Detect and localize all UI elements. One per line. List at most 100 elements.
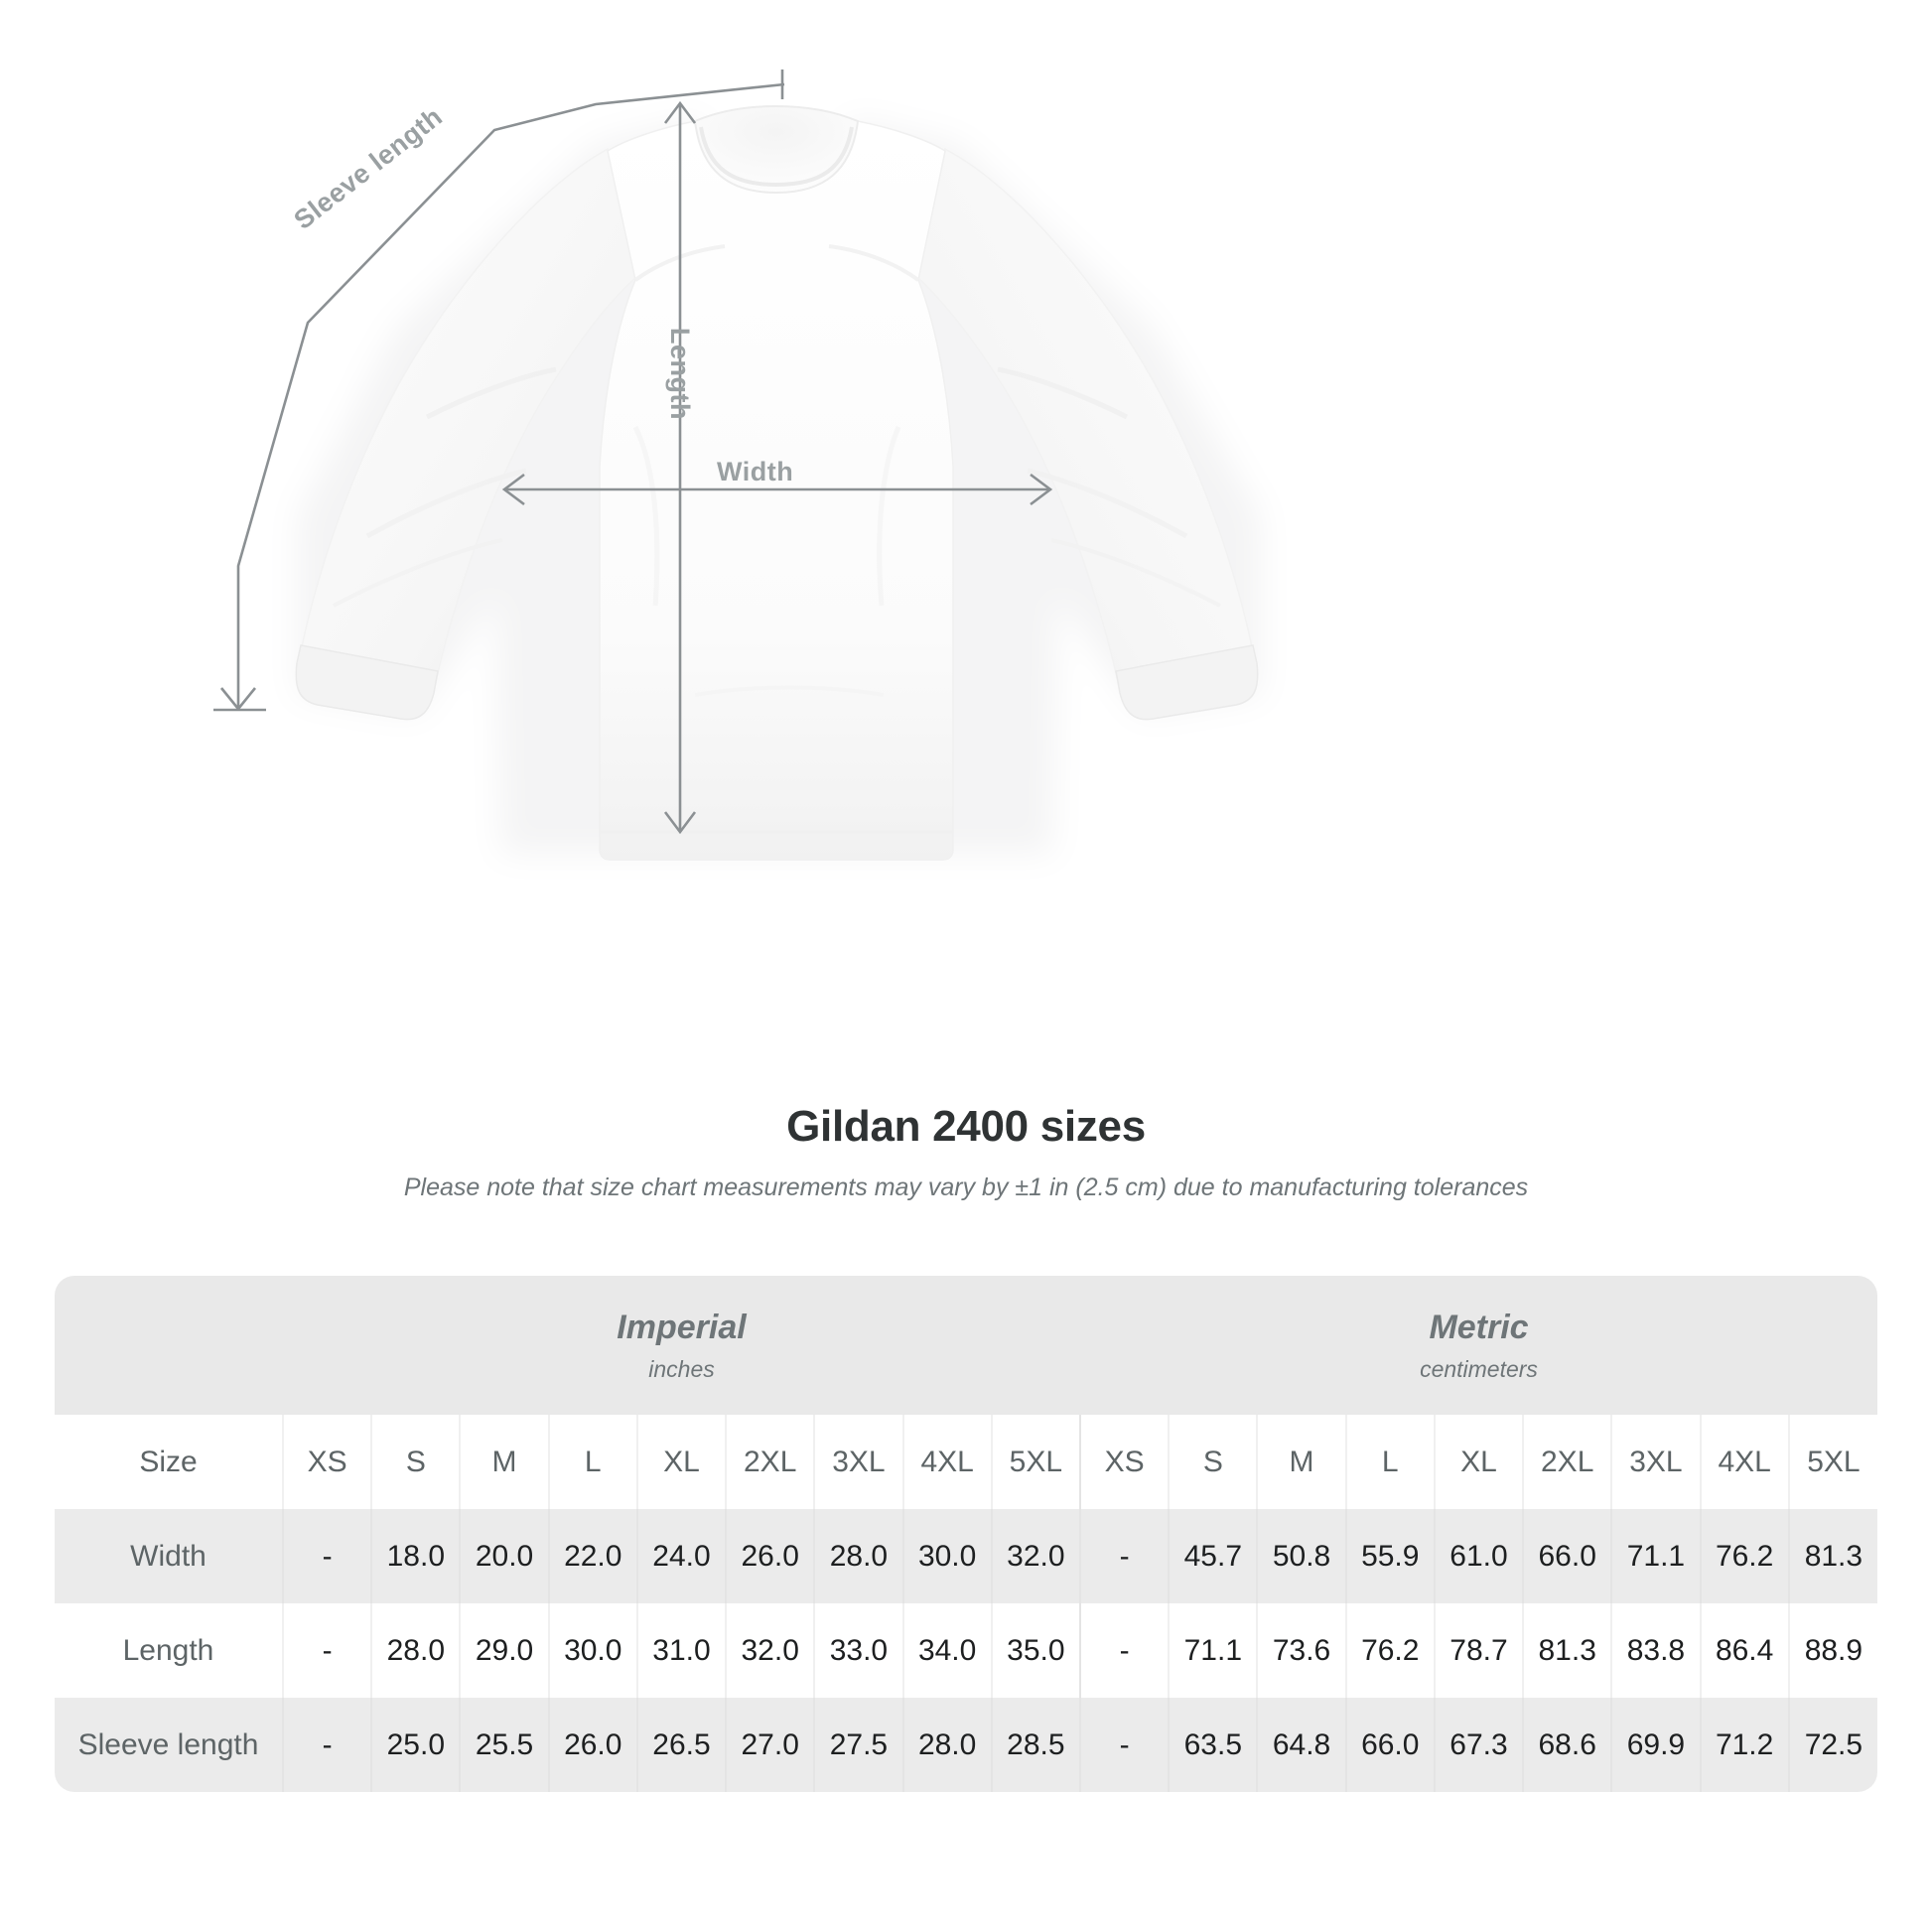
table-cell: 27.0 (725, 1698, 815, 1792)
table-cell: 88.9 (1787, 1603, 1878, 1698)
table-cell: 63.5 (1168, 1698, 1258, 1792)
table-cell: - (281, 1698, 372, 1792)
table-cell: 20.0 (459, 1509, 549, 1603)
table-cell: 32.0 (990, 1509, 1080, 1603)
table-row: Length -28.0 29.0 30.0 31.0 32.0 33.0 34.0 35.0-… (55, 1603, 1878, 1698)
size-header-cell: 3XL (1610, 1415, 1701, 1509)
table-cell: 28.0 (813, 1509, 903, 1603)
page-subtitle: Please note that size chart measurements… (403, 1173, 1529, 1201)
table-cell: 55.9 (1344, 1509, 1435, 1603)
size-header-cell: L (1344, 1415, 1435, 1509)
size-header-cell: M (1256, 1415, 1346, 1509)
size-header-cell: 2XL (1522, 1415, 1612, 1509)
table-cell: 34.0 (901, 1603, 992, 1698)
size-header-cell: 4XL (901, 1415, 992, 1509)
size-header-cell: XS (1078, 1415, 1170, 1509)
table-cell: 29.0 (459, 1603, 549, 1698)
unit-header-row: Imperial inches Metric centimeters (55, 1276, 1878, 1415)
collar (693, 104, 860, 195)
table-cell: 86.4 (1699, 1603, 1789, 1698)
table-cell: 45.7 (1168, 1509, 1258, 1603)
table-cell: 81.3 (1787, 1509, 1878, 1603)
table-cell: 32.0 (725, 1603, 815, 1698)
table-cell: 28.0 (370, 1603, 461, 1698)
table-cell: 78.7 (1433, 1603, 1524, 1698)
size-header-cell: XL (635, 1415, 727, 1509)
page-title: Gildan 2400 sizes (786, 1102, 1146, 1151)
table-cell: 25.0 (370, 1698, 461, 1792)
row-label: Length (55, 1603, 283, 1698)
size-header-cell: XL (1433, 1415, 1524, 1509)
sleeve-length-dimension (213, 69, 785, 712)
length-label: Length (665, 328, 695, 420)
table-cell: 71.1 (1168, 1603, 1258, 1698)
size-header-cell: 5XL (1787, 1415, 1878, 1509)
table-cell: 50.8 (1256, 1509, 1346, 1603)
table-cell: 26.5 (635, 1698, 727, 1792)
garment-illustration: Sleeve length Length Width (213, 69, 1261, 861)
table-cell: 66.0 (1344, 1698, 1435, 1792)
unit-group-imperial: Imperial inches (283, 1276, 1080, 1415)
table-cell: 81.3 (1522, 1603, 1612, 1698)
unit-group-unit: inches (648, 1355, 715, 1382)
table-cell: - (281, 1603, 372, 1698)
table-cell: 71.2 (1699, 1698, 1789, 1792)
title-block: Gildan 2400 sizes Please note that size … (0, 1102, 1932, 1202)
table-cell: 64.8 (1256, 1698, 1346, 1792)
size-header-cell: 5XL (990, 1415, 1080, 1509)
size-header-cell: 4XL (1699, 1415, 1789, 1509)
size-header-cell: S (370, 1415, 461, 1509)
table-cell: 76.2 (1699, 1509, 1789, 1603)
table-cell: 67.3 (1433, 1698, 1524, 1792)
table-row: Sleeve length -25.0 25.5 26.0 26.5 27.0 27.5 28… (55, 1698, 1878, 1792)
table-cell: 68.6 (1522, 1698, 1612, 1792)
size-header-cell: M (459, 1415, 549, 1509)
width-label: Width (717, 457, 794, 486)
size-header-cell: 2XL (725, 1415, 815, 1509)
table-cell: 26.0 (547, 1698, 637, 1792)
length-dimension (663, 100, 697, 835)
table-cell: 28.5 (990, 1698, 1080, 1792)
table-cell: 30.0 (547, 1603, 637, 1698)
table-cell: 35.0 (990, 1603, 1080, 1698)
size-chart-table: Imperial inches Metric centimeters Size XS S M L… (55, 1276, 1878, 1792)
width-dimension (501, 473, 1053, 506)
unit-group-name: Imperial (617, 1309, 747, 1347)
table-cell: 33.0 (813, 1603, 903, 1698)
table-cell: 30.0 (901, 1509, 992, 1603)
size-header-cell: 3XL (813, 1415, 903, 1509)
size-header-cell: L (547, 1415, 637, 1509)
table-cell: 71.1 (1610, 1509, 1701, 1603)
table-cell: 69.9 (1610, 1698, 1701, 1792)
table-cell: - (281, 1509, 372, 1603)
table-cell: 26.0 (725, 1509, 815, 1603)
table-cell: 31.0 (635, 1603, 727, 1698)
row-label: Width (55, 1509, 283, 1603)
table-cell: 76.2 (1344, 1603, 1435, 1698)
size-column-header: Size (55, 1415, 283, 1509)
right-sleeve (917, 147, 1259, 721)
table-cell: 27.5 (813, 1698, 903, 1792)
size-header-cell: S (1168, 1415, 1258, 1509)
table-cell: 66.0 (1522, 1509, 1612, 1603)
size-chart-table-wrap: Imperial inches Metric centimeters Size XS S M L… (55, 1276, 1878, 1792)
table-cell: 28.0 (901, 1698, 992, 1792)
left-sleeve (295, 147, 636, 721)
table-cell: - (1078, 1698, 1170, 1792)
table-cell: - (1078, 1509, 1170, 1603)
dimension-lines (213, 69, 1053, 835)
table-cell: 72.5 (1787, 1698, 1878, 1792)
garment-svg (213, 69, 1261, 861)
table-cell: - (1078, 1603, 1170, 1698)
table-cell: 22.0 (547, 1509, 637, 1603)
table-cell: 25.5 (459, 1698, 549, 1792)
size-header-row: Size XS S M L XL 2XL 3XL 4XL 5XL XS S M L XL 2XL 3XL 4XL 5… (55, 1415, 1878, 1509)
table-cell: 83.8 (1610, 1603, 1701, 1698)
unit-group-metric: Metric centimeters (1080, 1276, 1878, 1415)
table-cell: 61.0 (1433, 1509, 1524, 1603)
unit-group-unit: centimeters (1420, 1355, 1538, 1382)
table-cell: 18.0 (370, 1509, 461, 1603)
row-label: Sleeve length (55, 1698, 283, 1792)
table-cell: 73.6 (1256, 1603, 1346, 1698)
unit-header-spacer (55, 1276, 283, 1415)
